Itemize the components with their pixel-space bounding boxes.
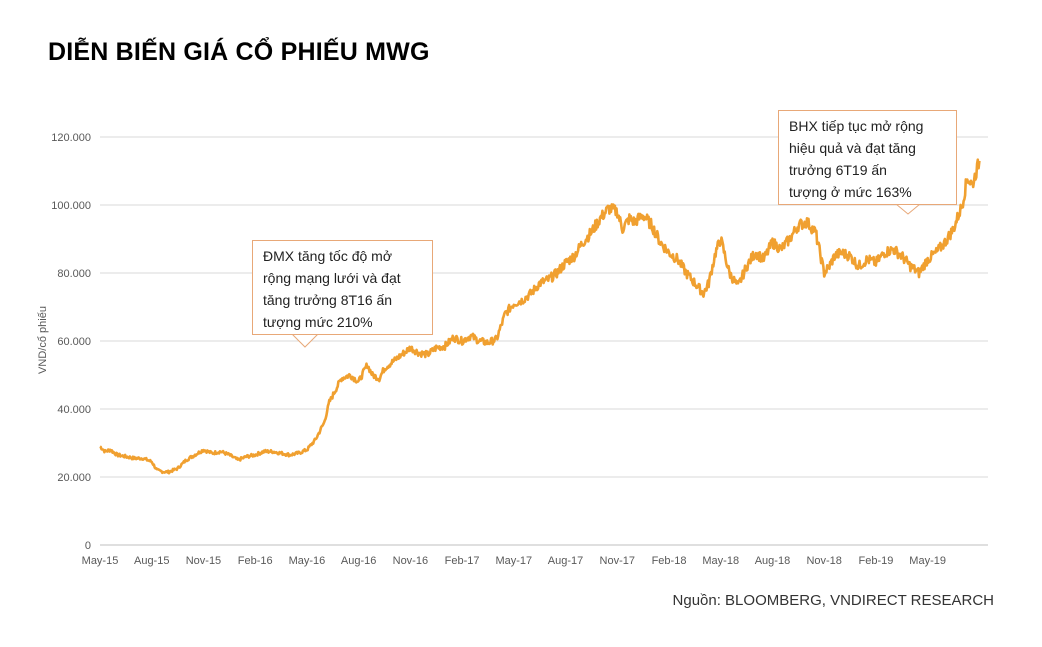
x-tick-label: May-16: [289, 555, 326, 567]
source-note: Nguồn: BLOOMBERG, VNDIRECT RESEARCH: [672, 592, 994, 609]
annotation-bhx-line-1: BHX tiếp tục mở rộng: [789, 118, 924, 134]
mwg-price-line: [99, 158, 981, 475]
annotation-dmx: ĐMX tăng tốc độ mở rộng mạng lưới và đạt…: [252, 240, 433, 335]
annotation-bhx: BHX tiếp tục mở rộng hiệu quả và đạt tăn…: [778, 110, 957, 205]
annotation-dmx-line-2: rộng mạng lưới và đạt: [263, 270, 401, 286]
callout-layer: [291, 203, 921, 348]
annotation-dmx-line-1: ĐMX tăng tốc độ mở: [263, 248, 393, 264]
y-tick-label: 40.000: [57, 404, 91, 416]
y-axis-label: VND/cổ phiếu: [37, 306, 49, 374]
x-tick-label: Feb-17: [445, 555, 480, 567]
y-tick-label: 20.000: [57, 472, 91, 484]
x-tick-label: Feb-16: [238, 555, 273, 567]
annotation-bhx-line-2: hiệu quả và đạt tăng: [789, 140, 916, 156]
x-tick-label: Nov-18: [806, 555, 841, 567]
y-tick-label: 120.000: [51, 132, 91, 144]
annotation-bhx-line-3: trưởng 6T19 ấn: [789, 162, 887, 178]
x-tick-label: May-19: [909, 555, 946, 567]
x-tick-label: May-18: [702, 555, 739, 567]
y-tick-label: 60.000: [57, 336, 91, 348]
line-layer: [99, 158, 981, 475]
x-tick-label: Aug-15: [134, 555, 169, 567]
x-tick-label: Nov-16: [393, 555, 428, 567]
annotation-dmx-pointer: [291, 333, 319, 348]
annotation-dmx-line-3: tăng trưởng 8T16 ấn: [263, 292, 393, 308]
x-tick-label: May-15: [82, 555, 119, 567]
annotation-dmx-line-4: tượng mức 210%: [263, 314, 373, 330]
x-tick-label: Aug-17: [548, 555, 583, 567]
x-tick-label: Feb-19: [858, 555, 893, 567]
y-tick-label: 80.000: [57, 268, 91, 280]
chart-title: DIỄN BIẾN GIÁ CỔ PHIẾU MWG: [48, 38, 430, 66]
annotation-bhx-pointer: [895, 203, 921, 215]
axis-layer: 0 20.000 40.000 60.000 80.000 100.000 120.000 M…: [51, 132, 946, 567]
y-tick-label: 0: [85, 540, 91, 552]
x-tick-label: Aug-16: [341, 555, 376, 567]
x-tick-label: May-17: [495, 555, 532, 567]
annotation-bhx-line-4: tượng ở mức 163%: [789, 184, 912, 200]
x-tick-label: Feb-18: [652, 555, 687, 567]
y-tick-label: 100.000: [51, 200, 91, 212]
x-tick-label: Aug-18: [755, 555, 790, 567]
x-tick-label: Nov-15: [186, 555, 221, 567]
x-tick-label: Nov-17: [600, 555, 635, 567]
